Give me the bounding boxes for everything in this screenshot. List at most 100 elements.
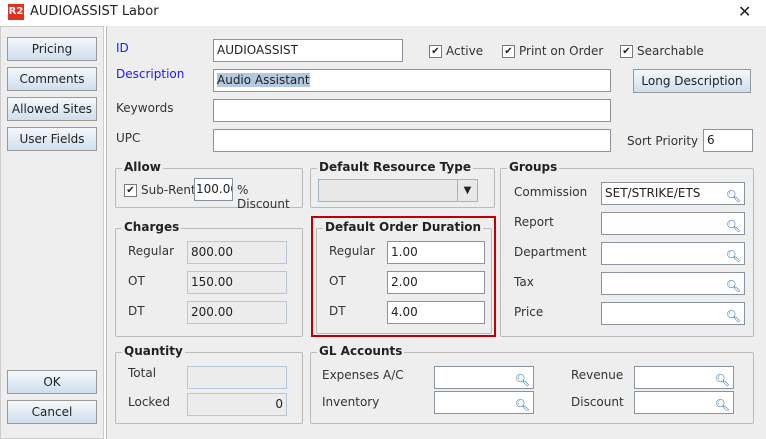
- groups-input[interactable]: 🔍︎: [601, 272, 745, 295]
- active-checkbox[interactable]: ✔: [429, 45, 442, 58]
- expenses-label: Expenses A/C: [322, 368, 404, 382]
- print-on-order-label: Print on Order: [519, 44, 604, 58]
- sort-priority-input[interactable]: 6: [703, 129, 753, 152]
- groups-label: Commission: [514, 185, 588, 199]
- selected-text: Audio Assistant: [217, 73, 310, 87]
- sort-priority-label: Sort Priority: [627, 134, 699, 148]
- search-icon[interactable]: 🔍︎: [514, 373, 530, 387]
- duration-value: 1.00: [391, 245, 418, 259]
- search-icon[interactable]: 🔍︎: [725, 219, 741, 233]
- discount-label: % Discount: [237, 183, 290, 211]
- searchable-label: Searchable: [637, 44, 704, 58]
- pricing-button[interactable]: Pricing: [7, 37, 97, 61]
- ok-button[interactable]: OK: [7, 370, 97, 394]
- print-on-order-checkbox[interactable]: ✔: [502, 45, 515, 58]
- revenue-input[interactable]: 🔍︎: [634, 366, 734, 389]
- duration-input[interactable]: 2.00: [387, 271, 485, 294]
- charges-title: Charges: [122, 220, 182, 234]
- groups-label: Tax: [514, 275, 534, 289]
- total-value: [187, 366, 287, 389]
- description-input[interactable]: Audio Assistant: [213, 69, 611, 92]
- keywords-input[interactable]: [213, 99, 611, 122]
- upc-label: UPC: [116, 131, 141, 145]
- locked-value: 0: [187, 393, 287, 416]
- groups-label: Department: [514, 245, 587, 259]
- charges-group: Charges Regular 800.00 OT 150.00 DT 200.00: [115, 220, 303, 337]
- long-description-button[interactable]: Long Description: [633, 69, 751, 93]
- discount-input[interactable]: 100.00: [194, 178, 233, 201]
- duration-label: Regular: [329, 244, 376, 258]
- groups-label: Report: [514, 215, 554, 229]
- search-icon[interactable]: 🔍︎: [714, 398, 730, 412]
- revenue-label: Revenue: [571, 368, 624, 382]
- groups-input[interactable]: 🔍︎: [601, 242, 745, 265]
- keywords-label: Keywords: [116, 101, 174, 115]
- total-label: Total: [128, 366, 157, 380]
- duration-input[interactable]: 1.00: [387, 241, 485, 264]
- cancel-button[interactable]: Cancel: [7, 400, 97, 424]
- gl-accounts-title: GL Accounts: [317, 344, 405, 358]
- charges-input: 800.00: [187, 241, 287, 264]
- searchable-checkbox[interactable]: ✔: [620, 45, 633, 58]
- id-label: ID: [116, 41, 129, 55]
- charges-value: 200.00: [191, 305, 233, 319]
- title-bar: R2 AUDIOASSIST Labor ✕: [0, 0, 766, 24]
- sub-rent-label: Sub-Rent: [141, 183, 196, 197]
- groups-title: Groups: [507, 160, 560, 174]
- expenses-input[interactable]: 🔍︎: [434, 366, 534, 389]
- locked-label: Locked: [128, 395, 170, 409]
- resource-type-group: Default Resource Type ▼: [310, 160, 495, 208]
- window-title: AUDIOASSIST Labor: [30, 4, 159, 19]
- quantity-group: Quantity Total Locked 0: [115, 344, 303, 424]
- user-fields-button[interactable]: User Fields: [7, 127, 97, 151]
- search-icon[interactable]: 🔍︎: [725, 249, 741, 263]
- description-label: Description: [116, 67, 185, 81]
- duration-value: 4.00: [391, 305, 418, 319]
- groups-input[interactable]: 🔍︎: [601, 212, 745, 235]
- sub-rent-checkbox[interactable]: ✔: [124, 184, 137, 197]
- upc-input[interactable]: [213, 129, 611, 152]
- comments-button[interactable]: Comments: [7, 67, 97, 91]
- id-input[interactable]: AUDIOASSIST: [213, 39, 403, 62]
- discount-gl-input[interactable]: 🔍︎: [634, 391, 734, 414]
- allowed-sites-button[interactable]: Allowed Sites: [7, 97, 97, 121]
- close-icon[interactable]: ✕: [738, 2, 752, 21]
- active-label: Active: [446, 44, 484, 58]
- gl-accounts-group: GL Accounts Expenses A/C 🔍︎ Inventory 🔍︎…: [310, 344, 754, 424]
- resource-type-title: Default Resource Type: [317, 160, 473, 174]
- search-icon[interactable]: 🔍︎: [514, 398, 530, 412]
- discount-gl-label: Discount: [571, 395, 624, 409]
- charges-label: OT: [128, 274, 145, 288]
- allow-group: Allow ✔ Sub-Rent 100.00 % Discount: [115, 160, 303, 211]
- duration-value: 2.00: [391, 275, 418, 289]
- allow-title: Allow: [122, 160, 163, 174]
- search-icon[interactable]: 🔍︎: [725, 279, 741, 293]
- groups-group: Groups Commission SET/STRIKE/ETS 🔍︎ Report 🔍…: [500, 160, 754, 337]
- search-icon[interactable]: 🔍︎: [725, 189, 741, 203]
- duration-group: Default Order Duration Regular 1.00 OT 2.00…: [316, 220, 492, 334]
- duration-title: Default Order Duration: [323, 220, 484, 234]
- charges-input: 150.00: [187, 271, 287, 294]
- groups-input[interactable]: 🔍︎: [601, 302, 745, 325]
- sidebar: Pricing Comments Allowed Sites User Fiel…: [0, 26, 104, 439]
- duration-input[interactable]: 4.00: [387, 301, 485, 324]
- app-logo: R2: [8, 4, 24, 20]
- search-icon[interactable]: 🔍︎: [714, 373, 730, 387]
- duration-highlight: [311, 216, 496, 337]
- charges-label: Regular: [128, 244, 175, 258]
- chevron-down-icon[interactable]: ▼: [457, 180, 477, 201]
- groups-label: Price: [514, 305, 544, 319]
- resource-type-select[interactable]: [318, 179, 478, 202]
- groups-value: SET/STRIKE/ETS: [605, 186, 701, 200]
- inventory-label: Inventory: [322, 395, 380, 409]
- duration-label: OT: [329, 274, 346, 288]
- charges-label: DT: [128, 304, 145, 318]
- search-icon[interactable]: 🔍︎: [725, 309, 741, 323]
- duration-label: DT: [329, 304, 346, 318]
- main-panel: ID AUDIOASSIST ✔ Active ✔ Print on Order…: [106, 26, 766, 439]
- groups-input[interactable]: SET/STRIKE/ETS 🔍︎: [601, 182, 745, 205]
- inventory-input[interactable]: 🔍︎: [434, 391, 534, 414]
- charges-value: 800.00: [191, 245, 233, 259]
- quantity-title: Quantity: [122, 344, 185, 358]
- charges-input: 200.00: [187, 301, 287, 324]
